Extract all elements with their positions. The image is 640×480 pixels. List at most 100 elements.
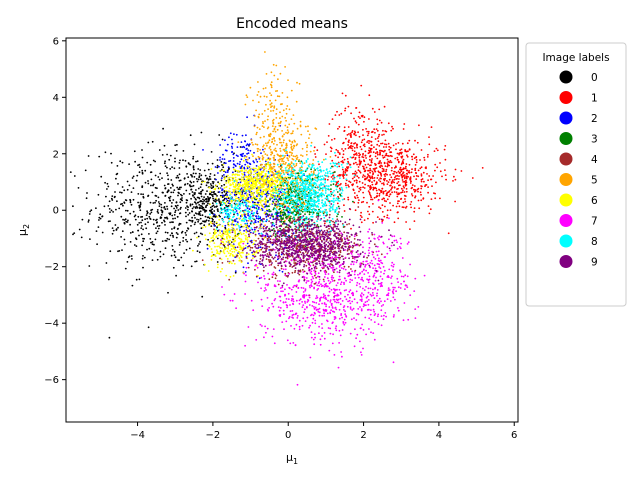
data-point bbox=[195, 189, 197, 191]
data-point bbox=[304, 213, 306, 216]
data-point bbox=[266, 253, 269, 255]
data-point bbox=[333, 137, 336, 140]
data-point bbox=[104, 181, 106, 184]
data-point bbox=[376, 137, 379, 140]
data-point bbox=[126, 180, 129, 183]
data-point bbox=[192, 172, 195, 175]
data-point bbox=[240, 225, 243, 228]
data-point bbox=[307, 261, 310, 263]
data-point bbox=[401, 175, 404, 178]
data-point bbox=[132, 198, 135, 201]
data-point bbox=[392, 204, 394, 207]
data-point bbox=[312, 211, 315, 214]
data-point bbox=[189, 219, 192, 222]
data-point bbox=[305, 294, 308, 297]
data-point bbox=[408, 139, 411, 142]
data-point bbox=[213, 221, 216, 223]
data-point bbox=[279, 138, 281, 141]
data-point bbox=[151, 259, 154, 261]
data-point bbox=[212, 182, 215, 185]
data-point bbox=[255, 184, 258, 186]
data-point bbox=[198, 213, 200, 216]
data-point bbox=[291, 298, 293, 300]
data-point bbox=[228, 187, 231, 190]
data-point bbox=[212, 181, 215, 183]
data-point bbox=[310, 270, 313, 273]
data-point bbox=[258, 204, 261, 207]
data-point bbox=[208, 224, 210, 227]
data-point bbox=[268, 246, 271, 248]
data-point bbox=[398, 192, 401, 195]
data-point bbox=[125, 209, 127, 212]
series-7-points bbox=[220, 199, 426, 386]
data-point bbox=[364, 150, 367, 153]
data-point bbox=[191, 216, 194, 219]
data-point bbox=[300, 286, 303, 289]
data-point bbox=[369, 193, 371, 196]
data-point bbox=[280, 267, 283, 270]
data-point bbox=[410, 180, 412, 183]
data-point bbox=[306, 210, 309, 213]
data-point bbox=[435, 181, 437, 184]
data-point bbox=[103, 205, 106, 208]
data-point bbox=[181, 199, 184, 202]
data-point bbox=[358, 159, 361, 162]
data-point bbox=[247, 152, 250, 155]
data-point bbox=[244, 163, 247, 166]
data-point bbox=[149, 217, 152, 220]
data-point bbox=[299, 162, 302, 165]
data-point bbox=[312, 171, 315, 174]
data-point bbox=[251, 246, 254, 249]
data-point bbox=[369, 169, 372, 172]
data-point bbox=[279, 227, 281, 230]
data-point bbox=[225, 204, 228, 207]
data-point bbox=[410, 193, 413, 195]
data-point bbox=[151, 140, 154, 143]
data-point bbox=[196, 160, 199, 163]
data-point bbox=[417, 175, 420, 178]
data-point bbox=[206, 181, 209, 184]
data-point bbox=[369, 188, 372, 191]
data-point bbox=[370, 196, 373, 199]
data-point bbox=[327, 263, 329, 266]
data-point bbox=[420, 178, 423, 181]
data-point bbox=[292, 114, 295, 116]
data-point bbox=[256, 179, 258, 182]
data-point bbox=[276, 170, 279, 173]
data-point bbox=[309, 150, 312, 153]
data-point bbox=[223, 183, 226, 186]
data-point bbox=[238, 188, 240, 190]
data-point bbox=[280, 202, 283, 205]
data-point bbox=[387, 122, 390, 125]
data-point bbox=[201, 205, 203, 208]
data-point bbox=[320, 233, 323, 236]
data-point bbox=[395, 191, 398, 194]
data-point bbox=[290, 154, 293, 157]
data-point bbox=[206, 247, 209, 250]
data-point bbox=[268, 208, 271, 211]
data-point bbox=[153, 243, 155, 246]
data-point bbox=[241, 215, 244, 218]
data-point bbox=[377, 174, 379, 177]
data-point bbox=[127, 256, 130, 259]
data-point bbox=[314, 127, 317, 130]
data-point bbox=[381, 278, 384, 280]
data-point bbox=[160, 214, 163, 216]
data-point bbox=[229, 275, 232, 278]
data-point bbox=[246, 147, 248, 150]
data-point bbox=[398, 168, 401, 171]
data-point bbox=[124, 243, 126, 246]
data-point bbox=[248, 200, 251, 203]
data-point bbox=[381, 142, 384, 145]
data-point bbox=[142, 240, 145, 243]
data-point bbox=[234, 188, 236, 191]
data-point bbox=[221, 233, 224, 236]
data-point bbox=[223, 252, 226, 255]
data-point bbox=[231, 147, 234, 149]
data-point bbox=[454, 168, 457, 171]
data-point bbox=[322, 212, 325, 215]
data-point bbox=[354, 158, 357, 161]
data-point bbox=[212, 218, 214, 221]
data-point bbox=[359, 186, 362, 189]
data-point bbox=[355, 179, 358, 182]
